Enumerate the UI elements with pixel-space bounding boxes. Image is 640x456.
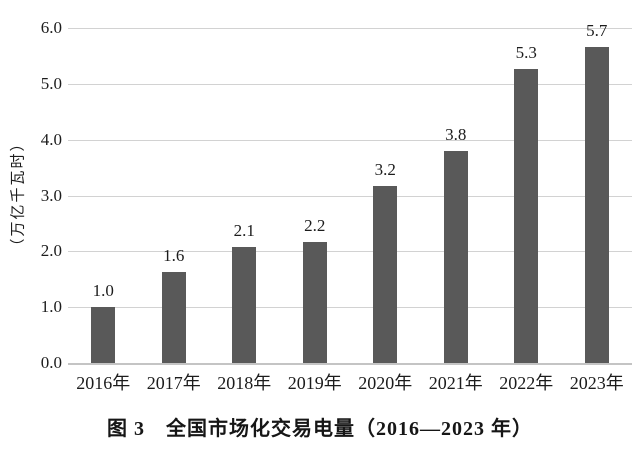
gridline [68, 28, 632, 29]
gridline [68, 195, 632, 197]
x-tick-label: 2021年 [428, 373, 483, 393]
x-tick-label: 2023年 [569, 373, 624, 393]
y-tick-label: 6.0 [40, 18, 62, 37]
gridline [68, 139, 632, 141]
bar-value-label: 1.6 [163, 245, 185, 265]
bar-2022 [514, 68, 539, 363]
bar-2017 [161, 271, 186, 363]
bar-2021 [443, 151, 468, 363]
figure-caption: 图 3 全国市场化交易电量（2016—2023 年） [107, 418, 533, 440]
bar-2018 [232, 247, 257, 363]
gridline [68, 307, 632, 309]
y-tick-label: 2.0 [40, 241, 62, 261]
y-tick-label: 0.0 [40, 353, 62, 372]
x-tick-label: 2016年 [76, 373, 131, 393]
bar-2023 [584, 46, 609, 363]
bar-value-label: 2.1 [233, 221, 255, 241]
x-tick-label: 2020年 [358, 373, 413, 393]
y-tick-label: 5.0 [40, 73, 62, 93]
bar-2019 [302, 241, 327, 363]
y-tick-label: 4.0 [40, 129, 62, 149]
bar-value-label: 5.3 [515, 42, 537, 62]
y-tick-label: 3.0 [40, 185, 62, 205]
bar-value-label: 3.2 [374, 160, 396, 179]
bar-2016 [91, 307, 116, 363]
x-axis-baseline [68, 363, 632, 365]
x-tick-label: 2017年 [146, 373, 201, 393]
bar-2020 [373, 186, 398, 363]
x-tick-label: 2019年 [287, 373, 342, 393]
bar-value-label: 2.2 [304, 215, 326, 235]
bar-value-label: 5.7 [586, 20, 608, 40]
plot-area: 1.0 2016年 1.6 2017年 2.1 2018年 2.2 2019年 3.2 2020年… [68, 21, 632, 393]
bar-value-label: 3.8 [445, 125, 467, 145]
gridline [68, 83, 632, 85]
bar-value-label: 1.0 [92, 281, 114, 301]
x-tick-label: 2022年 [499, 373, 554, 393]
x-tick-label: 2018年 [217, 373, 272, 393]
y-tick-label: 1.0 [40, 297, 62, 317]
gridline [68, 251, 632, 253]
